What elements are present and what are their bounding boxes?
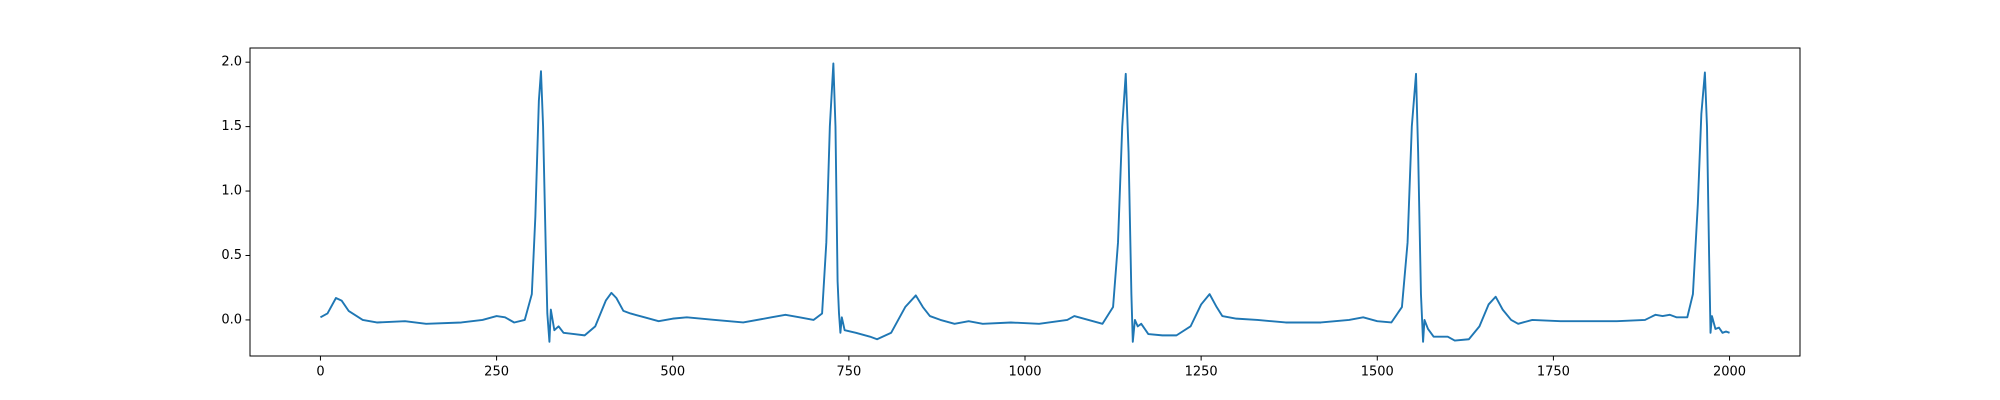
x-tick-label: 500 [660,365,685,380]
y-tick-label: 1.5 [221,119,242,134]
signal-line [319,62,1730,343]
y-tick-label: 0.5 [221,248,242,263]
y-tick-label: 2.0 [221,55,242,70]
x-tick-label: 1000 [1008,365,1041,380]
x-tick-label: 1500 [1361,365,1394,380]
x-tick-label: 1250 [1185,365,1218,380]
x-tick-label: 750 [836,365,861,380]
x-tick-label: 1750 [1537,365,1570,380]
x-tick-label: 2000 [1713,365,1746,380]
x-tick-label: 0 [316,365,324,380]
x-tick-label: 250 [484,365,509,380]
y-tick-label: 0.0 [221,312,242,327]
axes-frame [249,47,1801,357]
y-tick-label: 1.0 [221,184,242,199]
